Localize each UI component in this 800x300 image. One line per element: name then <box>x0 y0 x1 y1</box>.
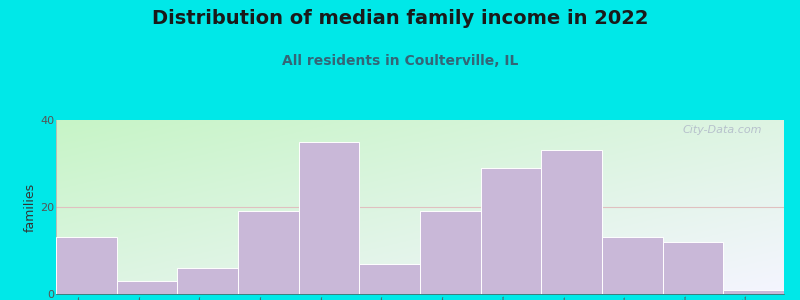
Bar <box>542 150 602 294</box>
Bar <box>238 211 298 294</box>
Bar <box>420 211 481 294</box>
Text: City-Data.com: City-Data.com <box>682 125 762 135</box>
Bar <box>662 242 723 294</box>
Bar <box>481 168 542 294</box>
Bar <box>298 142 359 294</box>
Bar <box>117 281 178 294</box>
Bar <box>602 238 662 294</box>
Bar <box>359 263 420 294</box>
Bar <box>178 268 238 294</box>
Y-axis label: families: families <box>23 182 36 232</box>
Text: All residents in Coulterville, IL: All residents in Coulterville, IL <box>282 54 518 68</box>
Bar <box>723 290 784 294</box>
Bar <box>56 238 117 294</box>
Text: Distribution of median family income in 2022: Distribution of median family income in … <box>152 9 648 28</box>
